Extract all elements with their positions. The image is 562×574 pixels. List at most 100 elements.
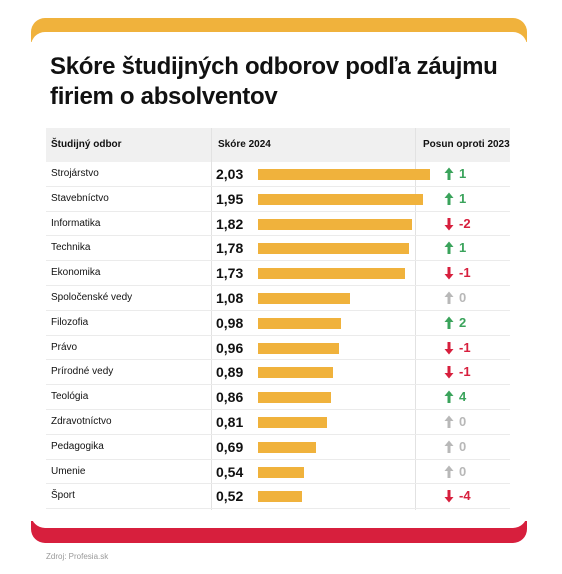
header-score: Skóre 2024 bbox=[218, 139, 271, 150]
table-row: Šport 0,52 -4 bbox=[46, 484, 510, 510]
change-value: 2 bbox=[459, 314, 467, 330]
arrow-up-icon bbox=[444, 390, 454, 404]
table-row: Filozofia 0,98 2 bbox=[46, 311, 510, 336]
arrow-down-icon bbox=[444, 341, 454, 355]
table-row: Stavebníctvo 1,95 1 bbox=[46, 187, 510, 212]
field-name: Filozofia bbox=[51, 316, 89, 328]
table-row: Spoločenské vedy 1,08 0 bbox=[46, 286, 510, 311]
table-row: Prírodné vedy 0,89 -1 bbox=[46, 360, 510, 386]
score-value: 1,73 bbox=[216, 265, 244, 282]
table-row: Ekonomika 1,73 -1 bbox=[46, 261, 510, 286]
row-divider bbox=[46, 408, 510, 410]
field-name: Šport bbox=[51, 490, 75, 502]
arrow-up-icon bbox=[444, 291, 454, 304]
score-bar bbox=[258, 342, 340, 354]
table-row: Zdravotníctvo 0,81 0 bbox=[46, 410, 510, 435]
change-value: 0 bbox=[459, 438, 467, 454]
score-bar bbox=[258, 193, 424, 205]
change-value: -1 bbox=[459, 364, 471, 380]
arrow-up-icon bbox=[444, 241, 454, 255]
change-value: 0 bbox=[459, 463, 467, 479]
score-value: 0,89 bbox=[216, 364, 244, 381]
header-change: Posun oproti 2023 bbox=[423, 139, 510, 150]
score-bar bbox=[258, 293, 350, 304]
score-bar bbox=[258, 392, 331, 404]
score-value: 0,54 bbox=[216, 463, 244, 480]
row-divider bbox=[46, 483, 510, 485]
table-row: Umenie 0,54 0 bbox=[46, 460, 510, 485]
score-value: 0,52 bbox=[216, 488, 244, 505]
field-name: Zdravotníctvo bbox=[51, 416, 112, 427]
chart-title: Skóre študijných odborov podľa záujmu fi… bbox=[50, 53, 498, 110]
change-value: -1 bbox=[459, 339, 471, 355]
table-row: Informatika 1,82 -2 bbox=[46, 212, 510, 237]
change-value: 1 bbox=[459, 240, 467, 256]
row-divider bbox=[46, 309, 510, 311]
score-bar bbox=[258, 466, 304, 478]
table-row: Teológia 0,86 4 bbox=[46, 385, 510, 410]
arrow-up-icon bbox=[444, 167, 454, 180]
table-row: Právo 0,96 -1 bbox=[46, 336, 510, 361]
score-bar bbox=[258, 491, 303, 503]
score-bar bbox=[258, 441, 317, 453]
row-divider bbox=[46, 235, 510, 237]
change-value: -1 bbox=[459, 265, 471, 281]
field-name: Umenie bbox=[51, 465, 86, 477]
arrow-down-icon bbox=[444, 490, 454, 503]
column-divider-score bbox=[211, 128, 212, 510]
arrow-down-icon bbox=[444, 267, 454, 280]
arrow-down-icon bbox=[444, 217, 454, 231]
arrow-down-icon bbox=[444, 366, 454, 379]
row-divider bbox=[46, 284, 510, 286]
change-value: 0 bbox=[459, 414, 467, 429]
table-header: Študijný odbor Skóre 2024 Posun oproti 2… bbox=[46, 128, 510, 162]
header-field: Študijný odbor bbox=[51, 139, 122, 150]
row-divider bbox=[46, 185, 510, 187]
score-value: 1,95 bbox=[216, 190, 244, 207]
arrow-up-icon bbox=[444, 192, 454, 205]
field-name: Pedagogika bbox=[51, 440, 104, 452]
arrow-up-icon bbox=[444, 415, 454, 428]
table-row: Pedagogika 0,69 0 bbox=[46, 435, 510, 460]
field-name: Stavebníctvo bbox=[51, 192, 109, 204]
arrow-up-icon bbox=[444, 465, 454, 478]
score-bar bbox=[258, 268, 405, 280]
change-value: 4 bbox=[459, 389, 467, 405]
score-bar bbox=[258, 367, 334, 379]
score-value: 1,78 bbox=[216, 240, 244, 257]
score-value: 0,86 bbox=[216, 389, 244, 406]
field-name: Právo bbox=[51, 341, 78, 353]
score-bar bbox=[258, 243, 409, 255]
field-name: Strojárstvo bbox=[51, 168, 99, 179]
field-name: Spoločenské vedy bbox=[51, 292, 133, 303]
score-bar bbox=[258, 218, 413, 230]
source-note: Zdroj: Profesia.sk bbox=[46, 552, 109, 561]
row-divider bbox=[46, 260, 510, 262]
score-value: 0,81 bbox=[216, 414, 244, 430]
row-divider bbox=[46, 508, 510, 510]
score-bar bbox=[258, 169, 430, 180]
table-row: Technika 1,78 1 bbox=[46, 236, 510, 262]
score-bar bbox=[258, 317, 342, 329]
row-divider bbox=[46, 334, 510, 336]
field-name: Technika bbox=[51, 242, 91, 254]
score-value: 1,82 bbox=[216, 215, 244, 232]
change-value: 1 bbox=[459, 166, 467, 181]
change-value: 0 bbox=[459, 290, 467, 305]
score-value: 1,08 bbox=[216, 290, 244, 306]
change-value: -4 bbox=[459, 488, 471, 504]
row-divider bbox=[46, 384, 510, 386]
field-name: Prírodné vedy bbox=[51, 366, 114, 378]
row-divider bbox=[46, 458, 510, 460]
arrow-up-icon bbox=[444, 440, 454, 453]
score-value: 0,96 bbox=[216, 339, 244, 356]
score-value: 0,69 bbox=[216, 438, 244, 455]
arrow-up-icon bbox=[444, 316, 454, 329]
row-divider bbox=[46, 210, 510, 212]
column-divider-change bbox=[415, 128, 416, 510]
field-name: Teológia bbox=[51, 391, 89, 403]
score-value: 0,98 bbox=[216, 314, 244, 331]
row-divider bbox=[46, 433, 510, 435]
score-bar bbox=[258, 417, 327, 428]
change-value: -2 bbox=[459, 215, 471, 231]
